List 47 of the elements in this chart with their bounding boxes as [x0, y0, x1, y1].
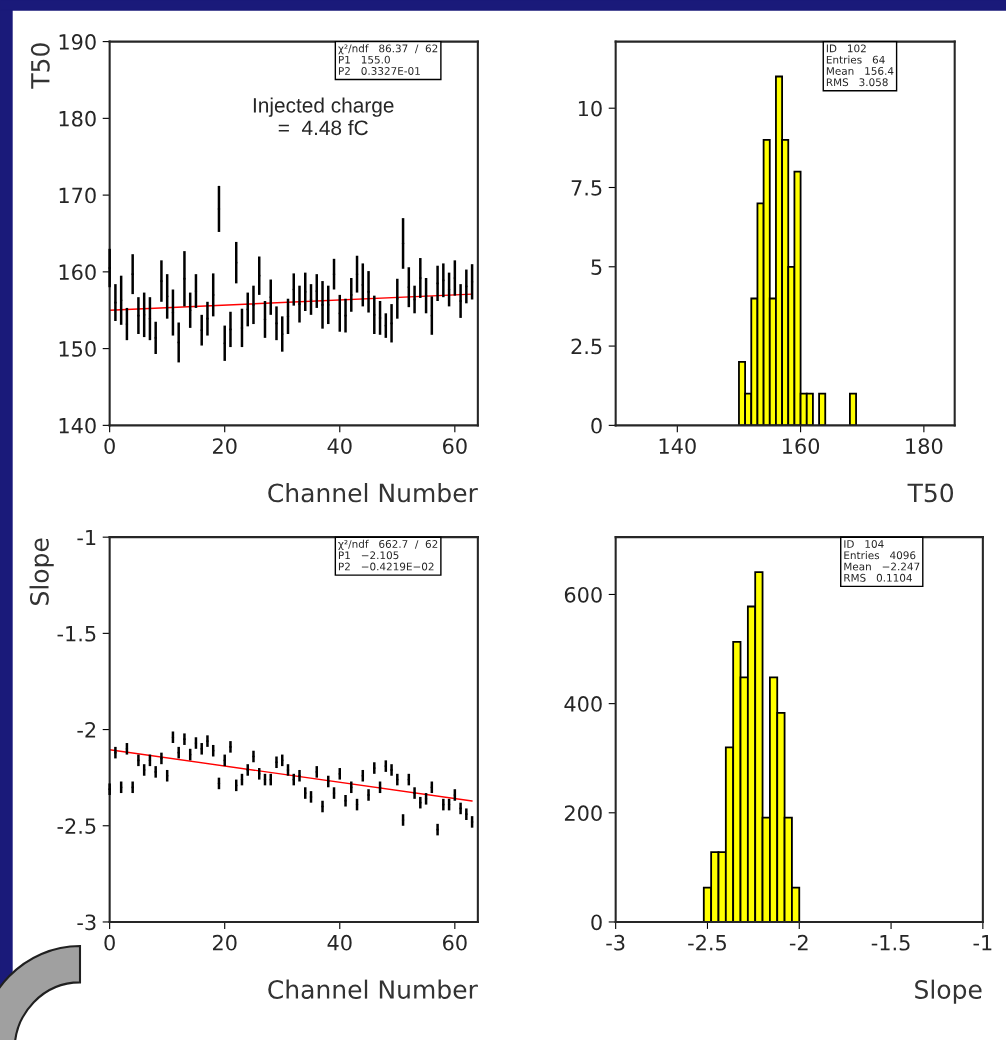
- y-tick-label: -1: [77, 529, 96, 546]
- y-tick-label: 10: [578, 100, 602, 117]
- x-axis-title: Channel Number: [268, 979, 478, 999]
- x-tick-label: -3: [606, 934, 625, 951]
- x-axis-title: T50: [907, 483, 954, 503]
- x-tick-label: -2.5: [688, 934, 726, 951]
- y-tick-label: 5: [591, 259, 602, 275]
- y-tick-label: 600: [564, 586, 602, 603]
- y-tick-label: 160: [59, 264, 96, 281]
- x-tick-label: 60: [443, 934, 467, 951]
- y-tick-label: -3: [77, 914, 96, 931]
- y-tick-label: 7.5: [571, 180, 602, 196]
- x-tick-label: 0: [104, 438, 115, 454]
- y-tick-label: 150: [59, 341, 96, 357]
- x-tick-label: -1: [973, 935, 992, 951]
- y-axis-title: T50: [30, 43, 50, 89]
- annotation: χ²/ndf 86.37 / 62 P1 155.0 P2 0.3327E-01: [338, 44, 438, 75]
- x-tick-label: 160: [783, 438, 820, 454]
- y-tick-label: 170: [59, 187, 96, 204]
- x-tick-label: 20: [212, 934, 237, 951]
- y-tick-label: 180: [59, 110, 96, 127]
- x-tick-label: 180: [906, 438, 943, 454]
- y-tick-label: 190: [59, 34, 96, 50]
- annotation: ID 102 Entries 64 Mean 156.4 RMS 3.058: [826, 44, 894, 87]
- annotation: ID 104 Entries 4096 Mean −2.247 RMS 0.1104: [844, 540, 920, 582]
- x-axis-title: Slope: [915, 979, 982, 1004]
- x-tick-label: 140: [659, 438, 696, 454]
- x-tick-label: -2: [789, 934, 808, 951]
- x-tick-label: -1.5: [871, 935, 910, 951]
- x-tick-label: 40: [327, 438, 352, 454]
- y-tick-label: 200: [564, 805, 602, 822]
- y-tick-label: -2: [77, 722, 96, 738]
- y-tick-label: -2.5: [57, 818, 96, 834]
- x-tick-label: 20: [212, 438, 237, 454]
- x-tick-label: 0: [104, 934, 115, 951]
- annotation: χ²/ndf 662.7 / 62 P1 −2.105 P2 −0.4219E−02: [338, 539, 438, 571]
- y-tick-label: 140: [59, 417, 96, 434]
- x-axis-title: Channel Number: [268, 483, 478, 503]
- y-tick-label: -1.5: [57, 626, 96, 642]
- x-tick-label: 40: [327, 934, 352, 951]
- y-tick-label: 2.5: [571, 338, 602, 355]
- x-tick-label: 60: [443, 438, 467, 454]
- annotation: Injected charge = 4.48 fC: [253, 97, 394, 136]
- y-tick-label: 400: [564, 696, 602, 712]
- y-tick-label: 0: [591, 417, 602, 434]
- y-tick-label: 0: [591, 914, 602, 931]
- y-axis-title: Slope: [29, 538, 54, 605]
